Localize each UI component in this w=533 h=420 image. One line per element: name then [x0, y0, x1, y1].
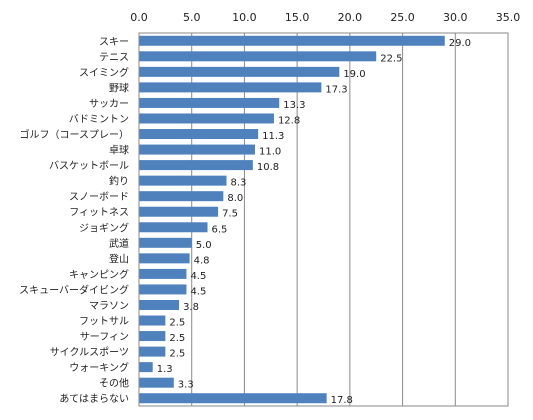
bar [139, 268, 187, 279]
category-label: あてはまらない [59, 393, 129, 405]
value-label: 11.0 [259, 147, 281, 158]
value-label: 2.5 [169, 318, 185, 329]
category-label: サッカー [89, 98, 129, 110]
value-label: 7.5 [222, 209, 238, 220]
category-label: キャンピング [69, 268, 129, 281]
category-label: 卓球 [109, 144, 129, 157]
category-label: フィットネス [69, 207, 129, 219]
x-tick-label: 5.0 [183, 11, 201, 24]
category-label: スキー [99, 37, 129, 48]
value-label: 11.3 [262, 131, 284, 142]
category-label: 武道 [109, 237, 129, 250]
value-label: 10.8 [257, 162, 279, 173]
bar [139, 237, 192, 248]
category-label: スキューバーダイビング [19, 283, 129, 296]
value-label: 4.8 [194, 255, 210, 266]
bar [139, 144, 255, 155]
x-tick-label: 0.0 [130, 11, 148, 24]
bar [139, 284, 187, 295]
value-label: 1.3 [157, 364, 173, 375]
bar [139, 160, 253, 171]
category-label: 登山 [109, 252, 129, 265]
category-label: ゴルフ（コースプレー） [20, 128, 130, 141]
value-label: 29.0 [449, 38, 471, 49]
bar [139, 66, 340, 77]
value-label: 17.8 [331, 395, 353, 406]
bar [139, 253, 190, 264]
value-label: 8.3 [231, 178, 247, 189]
bar [139, 35, 445, 46]
x-tick-label: 25.0 [390, 11, 415, 24]
value-label: 2.5 [169, 349, 185, 360]
x-tick-label: 20.0 [338, 11, 363, 24]
category-label: バスケットボール [49, 160, 129, 172]
category-label: フットサル [79, 316, 129, 328]
category-label: サイクルスポーツ [50, 347, 129, 359]
bar [139, 191, 224, 202]
category-label: スイミング [79, 66, 129, 79]
x-tick-label: 30.0 [443, 11, 468, 24]
category-label: バドミントン [69, 113, 129, 125]
value-label: 2.5 [169, 333, 185, 344]
value-label: 5.0 [196, 240, 212, 251]
bar [139, 113, 274, 124]
category-label: サーフィン [80, 331, 129, 343]
bars [139, 35, 445, 404]
category-label: マラソン [89, 300, 129, 312]
value-labels: 29.0 22.5 19.0 17.3 13.3 12.8 11.3 11.0 10.8 8.3 8… [157, 38, 471, 406]
category-label: ウォーキング [69, 361, 129, 374]
value-label: 3.3 [178, 380, 194, 391]
category-label: ジョギング [79, 221, 129, 234]
bar [139, 175, 227, 186]
value-label: 19.0 [343, 69, 365, 80]
bar [139, 82, 322, 93]
category-label: テニス [99, 52, 129, 63]
value-label: 8.0 [227, 193, 243, 204]
value-label: 4.5 [190, 286, 206, 297]
value-label: 13.3 [283, 100, 305, 111]
bar [139, 331, 166, 342]
plot-area [138, 32, 509, 407]
bar [139, 362, 153, 373]
x-tick-label: 35.0 [496, 11, 521, 24]
bar [139, 129, 259, 140]
value-label: 3.8 [183, 302, 199, 313]
bar [139, 51, 377, 62]
bar [139, 206, 219, 217]
x-tick-label: 10.0 [232, 11, 257, 24]
value-label: 22.5 [380, 53, 402, 64]
value-label: 17.3 [325, 84, 347, 95]
category-label: 釣り [109, 175, 129, 188]
category-label: スノーボード [69, 191, 129, 203]
value-label: 6.5 [212, 224, 228, 235]
bar [139, 393, 327, 404]
bar [139, 377, 174, 388]
value-label: 4.5 [190, 271, 206, 282]
bar [139, 97, 280, 108]
gridlines [138, 33, 509, 406]
x-axis-ticks: 0.0 5.0 10.0 15.0 20.0 25.0 30.0 35.0 [130, 11, 520, 24]
category-label: 野球 [109, 81, 129, 94]
bar [139, 299, 180, 310]
category-label: その他 [99, 377, 129, 390]
bar [139, 346, 166, 357]
value-label: 12.8 [278, 115, 300, 126]
bar [139, 315, 166, 326]
bar [139, 222, 208, 233]
x-tick-label: 15.0 [285, 11, 310, 24]
